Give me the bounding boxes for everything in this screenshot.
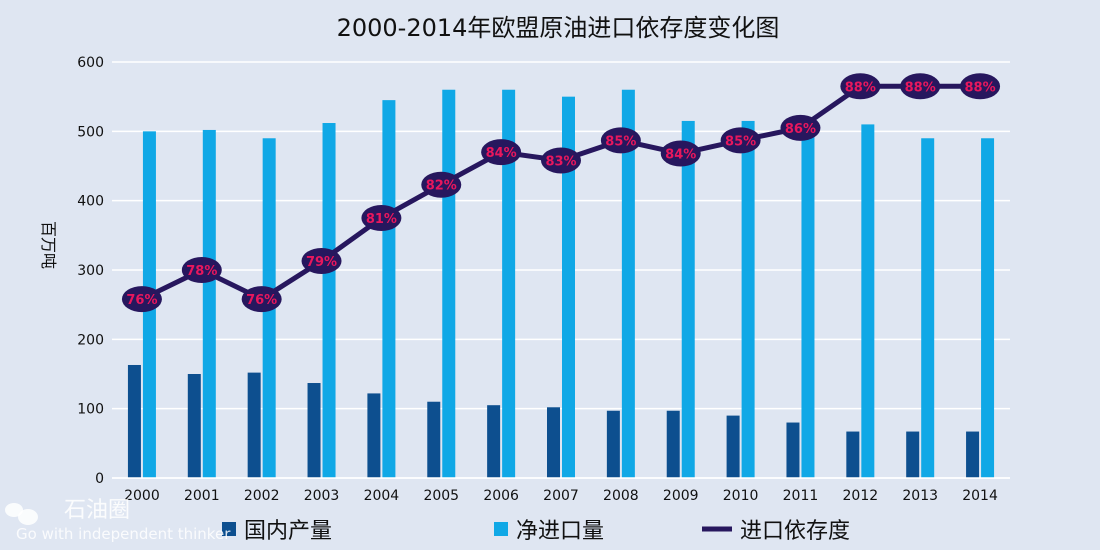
- x-tick-label: 2005: [423, 488, 459, 504]
- y-tick-label: 600: [77, 55, 104, 71]
- x-tick-label: 2004: [364, 488, 400, 504]
- bar-net-imports: [621, 89, 635, 478]
- dependency-marker: [181, 257, 222, 283]
- dependency-marker: [780, 114, 821, 141]
- dependency-data-label: 86%: [785, 122, 816, 137]
- wechat-icon: [5, 503, 38, 525]
- legend-swatch-domestic: [222, 522, 236, 536]
- bar-net-imports: [981, 138, 995, 478]
- legend-label-domestic: 国内产量: [244, 519, 332, 544]
- legend-label-dependency: 进口依存度: [740, 519, 850, 544]
- x-tick-label: 2009: [663, 488, 699, 504]
- bar-domestic-production: [906, 431, 920, 478]
- y-tick-label: 300: [77, 263, 104, 279]
- legend-swatch-imports: [494, 522, 508, 536]
- x-tick-label: 2007: [543, 488, 579, 504]
- dependency-data-label: 84%: [486, 146, 517, 161]
- bar-net-imports: [801, 127, 815, 478]
- dependency-data-label: 81%: [366, 212, 397, 227]
- watermark-slogan: Go with independent thinker: [16, 525, 231, 543]
- dependency-marker: [481, 139, 522, 166]
- dependency-data-label: 76%: [126, 293, 157, 308]
- x-tick-label: 2002: [244, 488, 280, 504]
- dependency-marker: [541, 147, 581, 174]
- dependency-line: 76% 78% 76% 79% 81% 82% 84% 83% 85% 84% 85% 86% 88% 8…: [121, 73, 1001, 313]
- y-tick-label: 100: [77, 402, 104, 418]
- bar-net-imports: [202, 129, 216, 479]
- legend: 国内产量 净进口量 进口依存度: [222, 519, 850, 544]
- x-tick-label: 2013: [902, 488, 938, 504]
- x-tick-label: 2012: [843, 488, 879, 504]
- dependency-marker: [600, 127, 641, 154]
- dependency-marker: [301, 247, 342, 274]
- dependency-data-label: 84%: [665, 148, 696, 163]
- dependency-marker: [121, 286, 162, 313]
- dependency-data-label: 85%: [725, 134, 756, 149]
- bar-net-imports: [322, 123, 336, 478]
- bar-domestic-production: [427, 401, 441, 478]
- bar-domestic-production: [367, 393, 381, 478]
- dependency-marker: [840, 73, 881, 100]
- dependency-data-label: 88%: [845, 80, 876, 95]
- dependency-data-label: 88%: [965, 80, 996, 95]
- y-tick-labels: 0 100 200 300 400 500 600: [77, 55, 104, 487]
- dependency-marker: [900, 73, 941, 100]
- chart-title: 2000-2014年欧盟原油进口依存度变化图: [337, 14, 780, 42]
- x-tick-label: 2008: [603, 488, 639, 504]
- dependency-marker: [361, 205, 402, 231]
- bar-domestic-production: [127, 364, 141, 478]
- bar-domestic-production: [786, 422, 800, 478]
- y-tick-label: 200: [77, 332, 104, 348]
- bar-domestic-production: [247, 372, 261, 478]
- bar-domestic-production: [966, 431, 980, 478]
- x-tick-labels: 2000 2001 2002 2003 2004 2005 2006 2007 2008 2009…: [112, 477, 1010, 504]
- y-tick-label: 400: [77, 194, 104, 210]
- y-axis-label: 百万吨: [39, 221, 58, 269]
- dependency-data-label: 88%: [905, 80, 936, 95]
- bar-domestic-production: [187, 374, 201, 478]
- x-tick-label: 2003: [304, 488, 340, 504]
- watermark: 石油圈 Go with independent thinker: [5, 498, 231, 543]
- dependency-marker: [421, 171, 462, 198]
- dependency-marker: [720, 127, 761, 154]
- bar-net-imports: [382, 100, 396, 478]
- dependency-marker: [241, 286, 282, 313]
- bar-domestic-production: [606, 410, 620, 478]
- bar-net-imports: [921, 138, 935, 478]
- watermark-brand: 石油圈: [64, 498, 130, 523]
- x-tick-label: 2000: [124, 488, 160, 504]
- bar-domestic-production: [726, 415, 740, 478]
- bar-net-imports: [442, 89, 456, 478]
- y-tick-label: 0: [95, 471, 104, 487]
- dependency-data-label: 76%: [246, 293, 277, 308]
- dependency-marker: [960, 73, 1001, 100]
- x-tick-label: 2010: [723, 488, 759, 504]
- bar-domestic-production: [846, 431, 860, 478]
- legend-label-imports: 净进口量: [516, 519, 604, 544]
- x-tick-label: 2011: [783, 488, 819, 504]
- x-tick-label: 2001: [184, 488, 220, 504]
- dependency-data-label: 78%: [186, 264, 217, 279]
- dependency-data-label: 79%: [306, 255, 337, 270]
- bar-net-imports: [861, 124, 875, 479]
- dependency-data-label: 82%: [426, 179, 457, 194]
- bar-domestic-production: [666, 410, 680, 478]
- bar-domestic-production: [547, 407, 560, 478]
- x-tick-label: 2014: [962, 488, 998, 504]
- dependency-data-label: 83%: [545, 154, 576, 169]
- y-tick-label: 500: [77, 124, 104, 140]
- bar-net-imports: [562, 96, 575, 479]
- dependency-data-label: 85%: [605, 134, 636, 149]
- bar-net-imports: [502, 89, 516, 478]
- dependency-marker: [660, 140, 701, 167]
- bar-net-imports: [681, 120, 695, 478]
- bar-net-imports: [741, 120, 755, 478]
- bar-domestic-production: [487, 405, 501, 478]
- x-tick-label: 2006: [483, 488, 519, 504]
- bar-domestic-production: [307, 383, 321, 478]
